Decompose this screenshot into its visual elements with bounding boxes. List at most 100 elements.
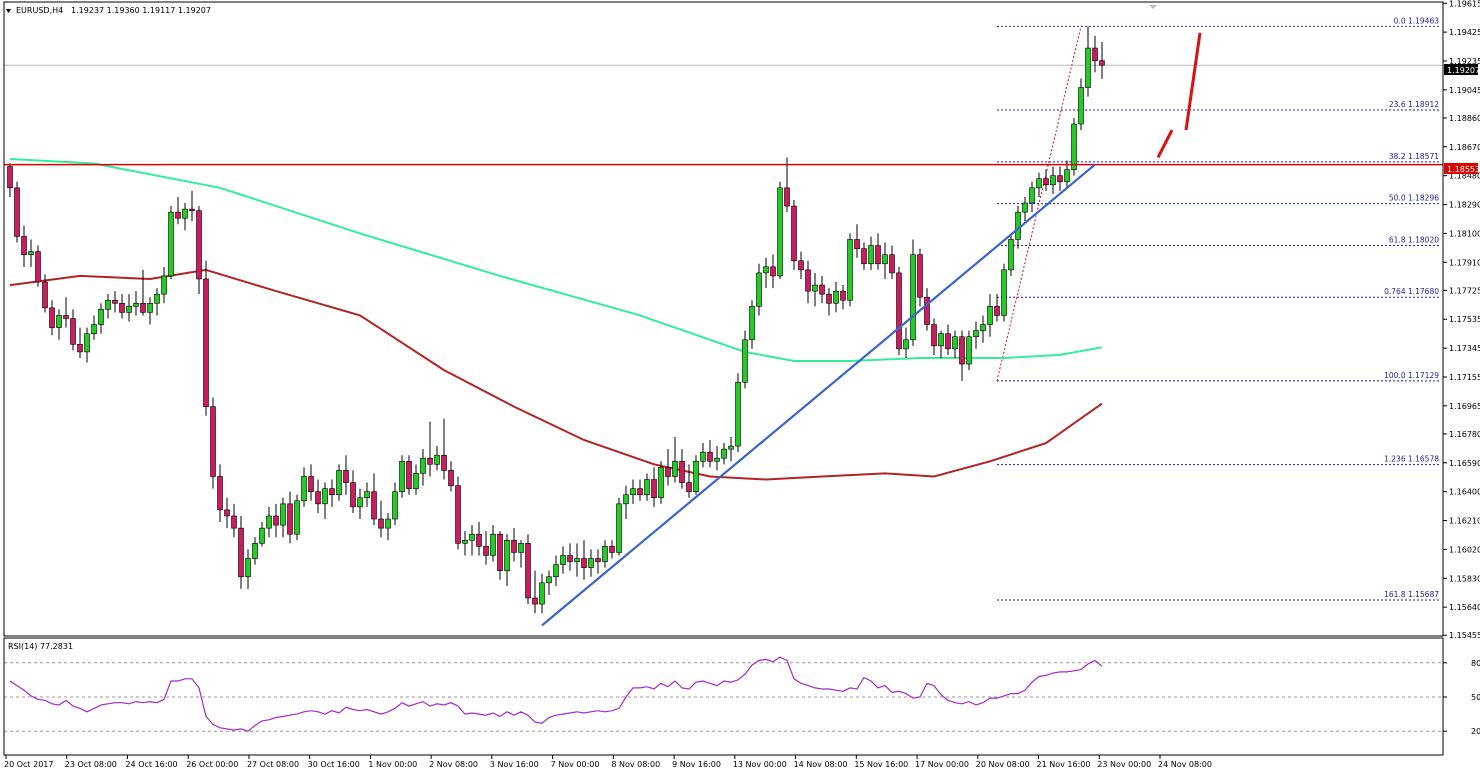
candle-body — [364, 491, 370, 499]
candle-body — [280, 503, 286, 526]
time-tick-label: 24 Oct 16:00 — [125, 760, 177, 769]
candle-body — [833, 290, 839, 304]
candle-body — [882, 254, 888, 265]
price-tick-label: 1.19425 — [1449, 28, 1480, 37]
candle-body — [749, 306, 755, 341]
fib-level-label: 0.0 1.19463 — [1394, 16, 1440, 25]
candle — [70, 309, 76, 351]
candle-body — [861, 248, 867, 265]
candle — [161, 266, 167, 304]
candle-body — [455, 485, 461, 544]
candle — [840, 285, 846, 310]
candle-body — [287, 503, 293, 535]
price-tick-label: 1.15640 — [1449, 603, 1480, 612]
candle — [931, 318, 937, 355]
price-tick-label: 1.16020 — [1449, 545, 1480, 554]
fib-level-label: 161.8 1.15687 — [1384, 590, 1439, 599]
price-tick-label: 1.15830 — [1449, 574, 1480, 583]
candle — [735, 373, 741, 453]
price-tick-label: 1.17910 — [1449, 258, 1480, 267]
candle-body — [1099, 60, 1105, 66]
candle — [910, 239, 916, 346]
candle — [133, 291, 139, 316]
candle-body — [161, 275, 167, 295]
candle — [959, 330, 965, 381]
candle — [490, 525, 496, 562]
candle — [679, 449, 685, 489]
candle-body — [441, 454, 447, 471]
chart-menu-triangle-icon[interactable] — [6, 9, 11, 13]
fib-trend-diagonal[interactable] — [996, 26, 1082, 382]
candle-body — [84, 333, 90, 353]
candle — [196, 206, 202, 295]
candle-body — [7, 166, 13, 189]
candle-body — [686, 482, 692, 492]
candle — [672, 436, 678, 483]
current-price-tag: 1.19207 — [1444, 64, 1480, 75]
candle — [434, 446, 440, 471]
candle-body — [560, 555, 566, 565]
symbol-label: EURUSD,H4 — [16, 6, 63, 15]
candle — [224, 497, 230, 529]
candle-body — [63, 315, 69, 319]
candle — [798, 251, 804, 279]
candle-body — [105, 299, 111, 310]
candle-body — [742, 339, 748, 383]
candle — [420, 449, 426, 486]
candle-body — [343, 470, 349, 483]
candle-body — [1078, 87, 1084, 125]
price-tick-label: 1.18670 — [1449, 143, 1480, 152]
candle-body — [581, 558, 587, 568]
candle-body — [854, 239, 860, 249]
candle — [966, 330, 972, 371]
candle — [945, 324, 951, 355]
candle — [273, 503, 279, 538]
shift-marker-icon[interactable] — [1149, 5, 1157, 9]
candle — [1029, 181, 1035, 213]
candle — [686, 464, 692, 498]
candle — [602, 540, 608, 568]
candle — [91, 315, 97, 340]
candle-body — [77, 344, 83, 353]
candle — [882, 242, 888, 279]
price-tick-label: 1.17725 — [1449, 286, 1480, 295]
candle — [1050, 166, 1056, 194]
rsi-title: RSI(14) 77.2831 — [8, 642, 73, 651]
candle-body — [896, 272, 902, 350]
price-tick-label: 1.16965 — [1449, 402, 1480, 411]
candle-body — [329, 488, 335, 496]
candle-body — [595, 558, 601, 562]
candle-body — [231, 515, 237, 529]
candle-body — [966, 336, 972, 365]
forecast-arrow[interactable] — [1156, 129, 1174, 159]
current-price-value: 1.19207 — [1447, 66, 1480, 75]
candle — [861, 242, 867, 270]
candle-body — [847, 239, 853, 301]
candle — [343, 455, 349, 495]
candle — [546, 570, 552, 595]
bullish-trendline[interactable] — [541, 163, 1096, 627]
candle-body — [91, 324, 97, 334]
candle-body — [917, 254, 923, 298]
candle — [1008, 233, 1014, 276]
candle-body — [189, 208, 195, 211]
candle-body — [259, 527, 265, 544]
fibonacci-levels[interactable]: 0.0 1.19463 23.6 1.18912 38.2 1.18571 50.0 … — [996, 16, 1440, 601]
candle-body — [693, 460, 699, 492]
candle — [1085, 26, 1091, 97]
candle — [651, 467, 657, 507]
candle-body — [1001, 269, 1007, 316]
candle-body — [1050, 175, 1056, 186]
candle — [917, 248, 923, 307]
candle — [483, 531, 489, 565]
candle-body — [525, 543, 531, 599]
price-tick-label: 1.16780 — [1449, 430, 1480, 439]
drawn-objects[interactable] — [4, 32, 1443, 627]
candle — [539, 573, 545, 614]
price-tick-label: 1.16590 — [1449, 459, 1480, 468]
forecast-arrow[interactable] — [1184, 32, 1202, 131]
candle — [63, 297, 69, 328]
candle — [231, 503, 237, 538]
candle-body — [1043, 178, 1049, 186]
main-pane-frame — [3, 1, 1444, 637]
